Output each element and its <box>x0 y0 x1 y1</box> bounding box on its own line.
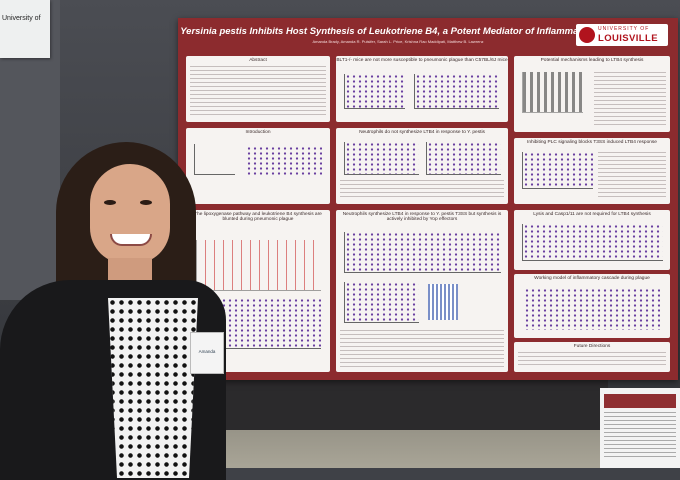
panel-text <box>598 152 666 200</box>
university-logo: UNIVERSITY OF LOUISVILLE <box>576 24 668 46</box>
panel-plc: Inhibiting PLC signaling blocks T3SS ind… <box>514 138 670 204</box>
badge-name: Amanda <box>198 349 216 354</box>
flyer-text <box>604 412 676 460</box>
right-eye <box>140 200 152 205</box>
panel-heading: Future Directions <box>573 344 611 349</box>
panel-text <box>518 352 666 368</box>
t3ss-plot-b <box>344 282 419 323</box>
panel-heading: Inhibiting PLC signaling blocks T3SS ind… <box>527 140 657 145</box>
panel-heading: Potential mechanisms leading to LTB4 syn… <box>540 58 644 63</box>
panel-text <box>340 330 504 368</box>
smile <box>110 234 152 246</box>
panel-heading: Neutrophils synthesize LTB4 in response … <box>342 212 502 222</box>
panel-heading: Abstract <box>249 58 267 63</box>
logo-top-text: UNIVERSITY OF <box>598 26 650 32</box>
panel-abstract: Abstract <box>186 56 330 122</box>
panel-future: Future Directions <box>514 342 670 372</box>
cardinal-icon <box>579 27 595 43</box>
panel-t3ss: Neutrophils synthesize LTB4 in response … <box>336 210 508 372</box>
intro-diagram <box>246 146 322 176</box>
intro-graph <box>194 144 235 175</box>
left-paper-text: University of <box>2 15 41 22</box>
panel-model: Working model of inflammatory cascade du… <box>514 274 670 338</box>
logo-main-text: LOUISVILLE <box>598 33 658 44</box>
neutrophil-plot-a <box>344 142 419 175</box>
survival-plot <box>344 74 405 109</box>
panel-lysis: Lysis and Casp1/11 are not required for … <box>514 210 670 270</box>
mechanism-chart <box>522 72 583 113</box>
table <box>218 380 608 430</box>
panel-text <box>594 72 666 128</box>
plc-plot <box>522 152 593 189</box>
panel-mechanisms: Potential mechanisms leading to LTB4 syn… <box>514 56 670 132</box>
panel-introduction: Introduction <box>186 128 330 204</box>
panel-heading: BLT1-/- mice are not more susceptible to… <box>336 58 508 63</box>
panel-heading: Lysis and Casp1/11 are not required for … <box>533 212 651 217</box>
panel-heading: Introduction <box>245 130 271 135</box>
research-poster: Yersinia pestis Inhibits Host Synthesis … <box>178 18 678 380</box>
panel-blt1: BLT1-/- mice are not more susceptible to… <box>336 56 508 122</box>
pathway-diagram <box>196 240 321 291</box>
panel-heading: Working model of inflammatory cascade du… <box>534 276 650 281</box>
model-diagram <box>524 288 660 330</box>
panel-heading: The lipoxygenase pathway and leukotriene… <box>194 212 322 222</box>
left-eye <box>104 200 116 205</box>
poster-authors: Amanda Brady, Amanda R. Pulsifer, Sarah … <box>312 39 484 44</box>
t3ss-plot-a <box>344 232 501 273</box>
panel-text <box>340 180 504 200</box>
panel-neutrophils: Neutrophils do not synthesize LTB4 in re… <box>336 128 508 204</box>
handout-flyer <box>600 388 680 468</box>
patterned-blouse <box>108 298 198 478</box>
neutrophil-plot-b <box>426 142 501 175</box>
left-paper-sheet: University of <box>0 0 50 58</box>
poster-title: Yersinia pestis Inhibits Host Synthesis … <box>180 26 596 37</box>
name-badge: Amanda <box>190 332 224 374</box>
lysis-plot <box>522 224 663 261</box>
western-blot <box>428 284 458 320</box>
panel-text <box>190 66 326 118</box>
presenter <box>0 138 240 480</box>
bacterial-burden-plot <box>414 74 499 109</box>
presenter-face <box>90 164 170 264</box>
flyer-header <box>604 394 676 408</box>
panel-heading: Neutrophils do not synthesize LTB4 in re… <box>359 130 485 135</box>
